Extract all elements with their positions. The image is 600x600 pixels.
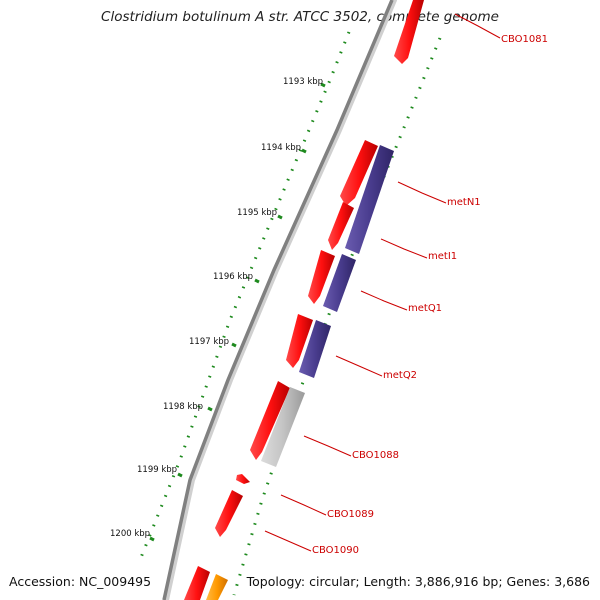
- gene-label-cbo1088: CBO1088: [352, 450, 399, 461]
- leader-metq2: [335, 355, 383, 377]
- gene-cbo1088-reverse: [261, 387, 305, 467]
- tick-labels: 1193 kbp 1194 kbp 1195 kbp 1196 kbp 1197…: [110, 77, 323, 539]
- label-leaders: [264, 13, 501, 552]
- leader-cbo1088: [303, 435, 352, 457]
- gene-label-cbo1081: CBO1081: [501, 34, 548, 45]
- gene-labels: CBO1081 metN1 metI1 metQ1 metQ2 CBO1088 …: [312, 34, 548, 556]
- leader-metn1: [397, 181, 447, 204]
- accession-text: Accession: NC_009495: [9, 574, 152, 589]
- tick-1200: [149, 536, 155, 542]
- leader-cbo1090: [264, 530, 312, 552]
- tick-1198: [207, 406, 213, 412]
- topology-text: Topology: circular; Length: 3,886,916 bp…: [246, 574, 590, 589]
- gc-track-outer: [138, 31, 351, 561]
- leader-meti1: [380, 238, 428, 259]
- backbone: [162, 0, 397, 600]
- gene-metq2-reverse: [299, 320, 331, 378]
- tick-1197: [231, 342, 237, 348]
- tick-label-1196: 1196 kbp: [213, 272, 253, 282]
- tick-label-1199: 1199 kbp: [137, 465, 177, 475]
- tick-1195: [277, 214, 283, 220]
- leader-metq1: [360, 290, 408, 311]
- gene-metq2-forward: [286, 314, 313, 368]
- gene-meti1-forward: [328, 202, 354, 250]
- gene-label-metq1: metQ1: [408, 303, 442, 314]
- backbone-shadow: [163, 0, 397, 600]
- gene-bottom-red: [184, 566, 210, 600]
- gene-cbo1089-small: [236, 474, 250, 484]
- tick-1196: [254, 278, 260, 284]
- tick-marks: [149, 82, 326, 542]
- tick-label-1198: 1198 kbp: [163, 402, 203, 412]
- gene-label-metn1: metN1: [447, 197, 481, 208]
- tick-1199: [177, 472, 183, 478]
- backbone-line: [162, 0, 394, 600]
- gene-cbo1088-forward: [250, 381, 290, 460]
- gene-metq1-forward: [308, 250, 335, 304]
- gene-label-meti1: metI1: [428, 251, 457, 262]
- tick-label-1197: 1197 kbp: [189, 337, 229, 347]
- tick-label-1193: 1193 kbp: [283, 77, 323, 87]
- gene-cbo1081: [394, 0, 424, 64]
- leader-cbo1089: [280, 494, 327, 516]
- map-title: Clostridium botulinum A str. ATCC 3502, …: [101, 9, 499, 25]
- gene-metn1-reverse: [345, 145, 394, 254]
- gene-label-cbo1090: CBO1090: [312, 545, 359, 556]
- gc-dots-outer: [138, 31, 351, 561]
- gene-bottom-orange: [206, 574, 228, 600]
- gene-metn1-forward: [340, 140, 378, 206]
- gene-features: [184, 0, 424, 600]
- gene-label-cbo1089: CBO1089: [327, 509, 374, 520]
- tick-1194: [301, 148, 307, 154]
- tick-label-1200: 1200 kbp: [110, 529, 150, 539]
- leader-cbo1081: [454, 13, 501, 39]
- gene-label-metq2: metQ2: [383, 370, 417, 381]
- gene-cbo1090-forward: [215, 490, 243, 537]
- tick-1193: [320, 82, 326, 88]
- tick-label-1195: 1195 kbp: [237, 208, 277, 218]
- tick-label-1194: 1194 kbp: [261, 143, 301, 153]
- gene-metq1-reverse: [323, 254, 356, 312]
